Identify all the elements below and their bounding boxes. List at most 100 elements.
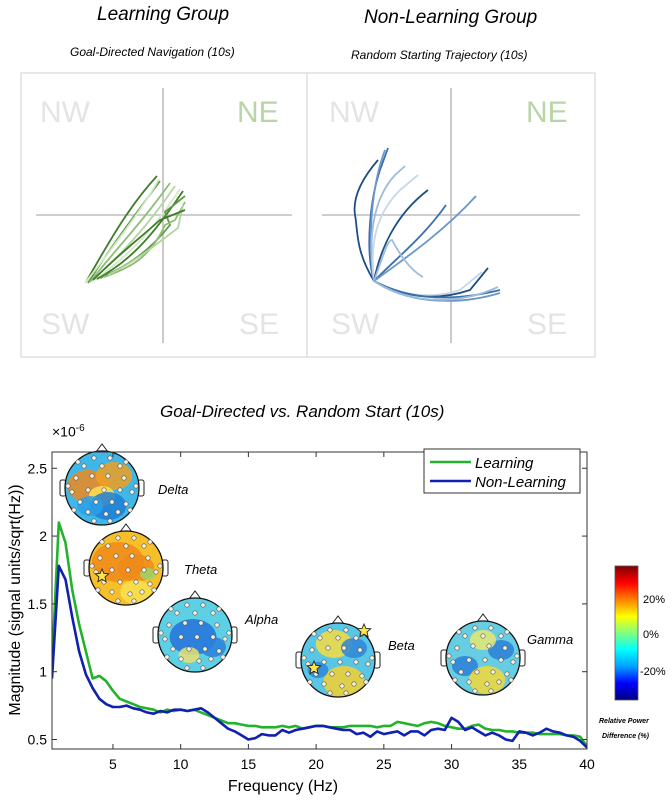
electrode [226, 630, 232, 636]
electrode [446, 653, 452, 659]
y-axis-label: Magnitude (signal units/sqrt(Hz)) [7, 484, 24, 715]
colorbar-gradient [614, 565, 639, 701]
electrode [502, 645, 508, 651]
x-tick-label: 25 [376, 756, 392, 772]
electrode [95, 587, 101, 593]
nose-icon [95, 443, 109, 453]
electrode [107, 518, 113, 524]
electrode [131, 598, 137, 604]
electrode [365, 661, 371, 667]
electrode [93, 499, 99, 505]
topomap-alpha: Alpha [152, 590, 278, 673]
head-outline [445, 620, 521, 696]
learning-trajectory [94, 188, 181, 281]
electrode [200, 665, 206, 671]
electrode [339, 683, 345, 689]
electrode [200, 602, 206, 608]
electrode [69, 489, 75, 495]
electrode [71, 507, 77, 513]
electrode [75, 459, 81, 465]
electrode [117, 579, 123, 585]
electrode [127, 591, 133, 597]
right-quadrant-nw: NW [329, 96, 380, 129]
axes: 5 10 15 20 25 30 35 40 0.5 1 1.5 2 2.5 [28, 452, 595, 772]
colorbar-tick-20: 20% [643, 594, 665, 606]
topomap-label-theta: Theta [184, 562, 217, 577]
star-icon [356, 622, 372, 638]
electrode [109, 567, 115, 573]
electrode [222, 636, 228, 642]
legend[interactable]: Learning Non-Learning [423, 448, 581, 494]
electrode [498, 657, 504, 663]
electrode [115, 535, 121, 541]
electrode [311, 631, 317, 637]
colorbar-tick-neg20: -20% [640, 666, 666, 678]
electrode [194, 634, 200, 640]
electrode [508, 677, 514, 683]
electrode [105, 543, 111, 549]
topomap-label-gamma: Gamma [527, 632, 573, 647]
electrode [343, 690, 349, 696]
x-tick-label: 15 [241, 756, 257, 772]
y-tick-label: 1.5 [28, 596, 48, 612]
electrode [452, 677, 458, 683]
learning-trajectory [84, 178, 160, 284]
electrode [166, 622, 172, 628]
non-learning-trajectory [373, 189, 429, 282]
plot-frame [51, 451, 588, 750]
electrode [484, 681, 490, 687]
learning-trajectory [107, 204, 184, 276]
electrode [162, 636, 168, 642]
electrode [488, 688, 494, 694]
electrode [198, 620, 204, 626]
learning-trajectory [89, 182, 171, 283]
electrode [139, 589, 145, 595]
topomap-label-beta: Beta [388, 638, 415, 653]
electrode [504, 629, 510, 635]
electrode [157, 563, 163, 569]
electrode [510, 659, 516, 665]
electrode [109, 589, 115, 595]
electrode [327, 690, 333, 696]
y-multiplier-exponent: -6 [75, 423, 85, 434]
electrode [196, 658, 202, 664]
y-axis-multiplier: ×10-6 [52, 423, 85, 440]
left-quadrant-sw: SW [41, 308, 90, 341]
topomap-delta: Delta [59, 443, 188, 526]
electrode [147, 581, 153, 587]
electrode [450, 659, 456, 665]
electrode [486, 643, 492, 649]
learning-group-subtitle: Goal-Directed Navigation (10s) [70, 45, 235, 59]
electrode [216, 648, 222, 654]
topomap-theta: Theta [83, 523, 217, 606]
learning-trajectory [103, 201, 186, 278]
non-learning-trajectories [353, 147, 501, 302]
learning-trajectories [84, 175, 186, 284]
chart-title: Goal-Directed vs. Random Start (10s) [160, 402, 445, 421]
electrode [145, 555, 151, 561]
spectrum-lines [52, 521, 587, 749]
electrode [123, 501, 129, 507]
electrode [127, 507, 133, 513]
electrode [210, 634, 216, 640]
topomap-label-alpha: Alpha [244, 612, 278, 627]
head-outline [64, 450, 140, 526]
learning-group-title: Learning Group [97, 4, 230, 25]
colorbar: 20% 0% -20% Relative Power Difference (%… [599, 565, 666, 740]
electrode [351, 681, 357, 687]
electrode [343, 627, 349, 633]
electrode [184, 602, 190, 608]
x-tick-label: 35 [511, 756, 527, 772]
electrode [454, 645, 460, 651]
left-quadrant-ne: NE [237, 96, 279, 129]
colorbar-tick-0: 0% [643, 629, 659, 641]
electrode [129, 553, 135, 559]
star-icon [94, 567, 110, 583]
electrode [174, 610, 180, 616]
electrode [309, 647, 315, 653]
electrode [202, 646, 208, 652]
topomap-beta: Beta [295, 615, 415, 698]
electrode [335, 635, 341, 641]
electrode [101, 487, 107, 493]
electrode [498, 633, 504, 639]
